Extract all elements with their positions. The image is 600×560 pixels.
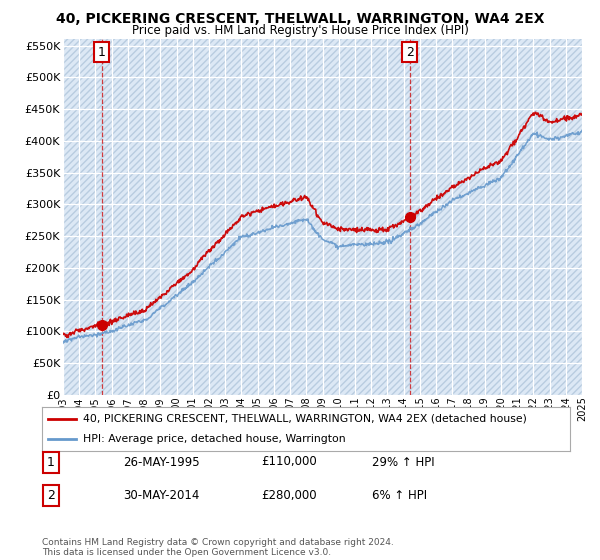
- Text: HPI: Average price, detached house, Warrington: HPI: Average price, detached house, Warr…: [83, 434, 346, 444]
- Text: 40, PICKERING CRESCENT, THELWALL, WARRINGTON, WA4 2EX: 40, PICKERING CRESCENT, THELWALL, WARRIN…: [56, 12, 544, 26]
- Text: Price paid vs. HM Land Registry's House Price Index (HPI): Price paid vs. HM Land Registry's House …: [131, 24, 469, 36]
- Text: £280,000: £280,000: [261, 489, 317, 502]
- Text: 29% ↑ HPI: 29% ↑ HPI: [372, 455, 434, 469]
- Text: 40, PICKERING CRESCENT, THELWALL, WARRINGTON, WA4 2EX (detached house): 40, PICKERING CRESCENT, THELWALL, WARRIN…: [83, 414, 527, 424]
- Text: 6% ↑ HPI: 6% ↑ HPI: [372, 489, 427, 502]
- Text: Contains HM Land Registry data © Crown copyright and database right 2024.
This d: Contains HM Land Registry data © Crown c…: [42, 538, 394, 557]
- Text: 26-MAY-1995: 26-MAY-1995: [123, 455, 200, 469]
- Text: 1: 1: [47, 455, 55, 469]
- Text: 30-MAY-2014: 30-MAY-2014: [123, 489, 199, 502]
- Text: 2: 2: [406, 45, 413, 59]
- Text: £110,000: £110,000: [261, 455, 317, 469]
- Text: 1: 1: [98, 45, 106, 59]
- Text: 2: 2: [47, 489, 55, 502]
